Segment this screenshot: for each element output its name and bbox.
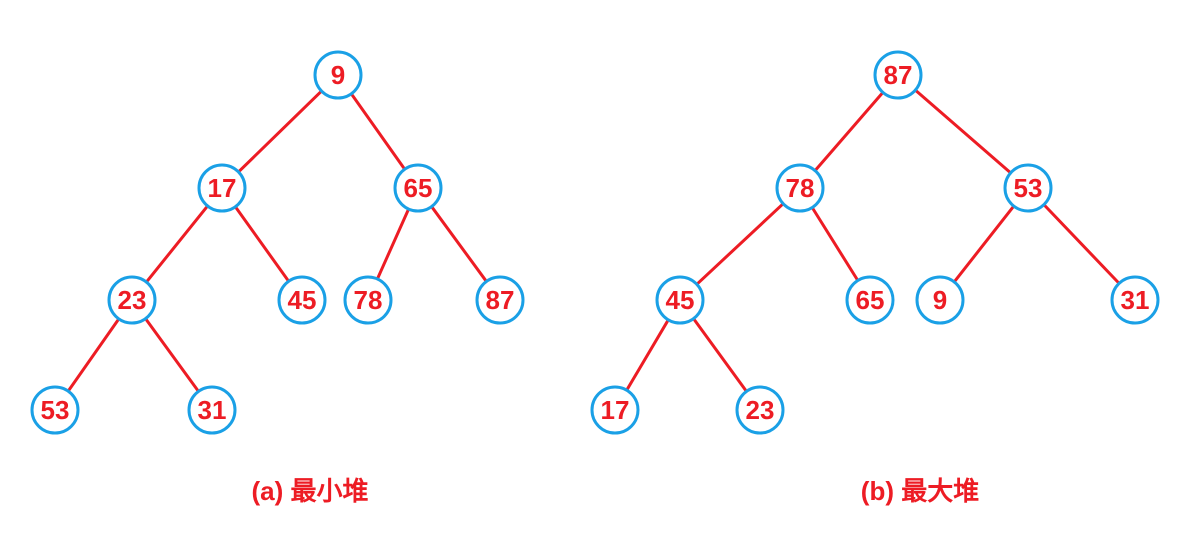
- node-label: 17: [601, 395, 630, 425]
- node-label: 65: [404, 173, 433, 203]
- node-label: 65: [856, 285, 885, 315]
- tree-max-heap: 87 78 53 45 65 9 31 17 23 (b) 最大堆: [592, 52, 1158, 506]
- heap-node: 9: [917, 277, 963, 323]
- heap-node: 23: [109, 277, 155, 323]
- node-label: 17: [208, 173, 237, 203]
- edge: [812, 208, 858, 281]
- heap-node: 53: [32, 387, 78, 433]
- node-label: 31: [198, 395, 227, 425]
- node-label: 23: [118, 285, 147, 315]
- node-label: 78: [786, 173, 815, 203]
- edge: [235, 207, 288, 282]
- heap-diagram: 9 17 65 23 45 78 87 53 31 (a) 最小堆 87 78 53 45 65 9 31 17 2…: [0, 0, 1200, 541]
- heap-node: 23: [737, 387, 783, 433]
- node-label: 9: [331, 60, 345, 90]
- heap-node: 31: [1112, 277, 1158, 323]
- node-label: 45: [288, 285, 317, 315]
- node-label: 87: [486, 285, 515, 315]
- node-label: 53: [41, 395, 70, 425]
- edge: [432, 207, 487, 282]
- edge: [68, 319, 119, 391]
- edge: [694, 319, 747, 392]
- node-label: 53: [1014, 173, 1043, 203]
- edge: [377, 209, 408, 279]
- tree-min-heap: 9 17 65 23 45 78 87 53 31 (a) 最小堆: [32, 52, 523, 506]
- node-label: 9: [933, 285, 947, 315]
- node-label: 45: [666, 285, 695, 315]
- heap-node: 78: [777, 165, 823, 211]
- heap-node: 53: [1005, 165, 1051, 211]
- edge: [1044, 205, 1119, 284]
- tree-caption: (a) 最小堆: [251, 476, 368, 506]
- heap-node: 31: [189, 387, 235, 433]
- heap-node: 87: [875, 52, 921, 98]
- heap-node: 65: [395, 165, 441, 211]
- edge: [627, 320, 669, 390]
- edge: [697, 204, 783, 285]
- heap-node: 9: [315, 52, 361, 98]
- node-label: 23: [746, 395, 775, 425]
- edge: [351, 94, 404, 169]
- node-label: 87: [884, 60, 913, 90]
- edge: [915, 90, 1010, 173]
- heap-node: 87: [477, 277, 523, 323]
- heap-node: 45: [279, 277, 325, 323]
- heap-node: 17: [592, 387, 638, 433]
- edge: [954, 206, 1014, 282]
- heap-node: 78: [345, 277, 391, 323]
- edge: [238, 91, 321, 172]
- edge: [146, 319, 199, 392]
- tree-caption: (b) 最大堆: [861, 476, 979, 506]
- edge: [146, 206, 207, 282]
- node-label: 78: [354, 285, 383, 315]
- heap-node: 17: [199, 165, 245, 211]
- node-label: 31: [1121, 285, 1150, 315]
- edge: [815, 92, 883, 170]
- heap-node: 45: [657, 277, 703, 323]
- heap-node: 65: [847, 277, 893, 323]
